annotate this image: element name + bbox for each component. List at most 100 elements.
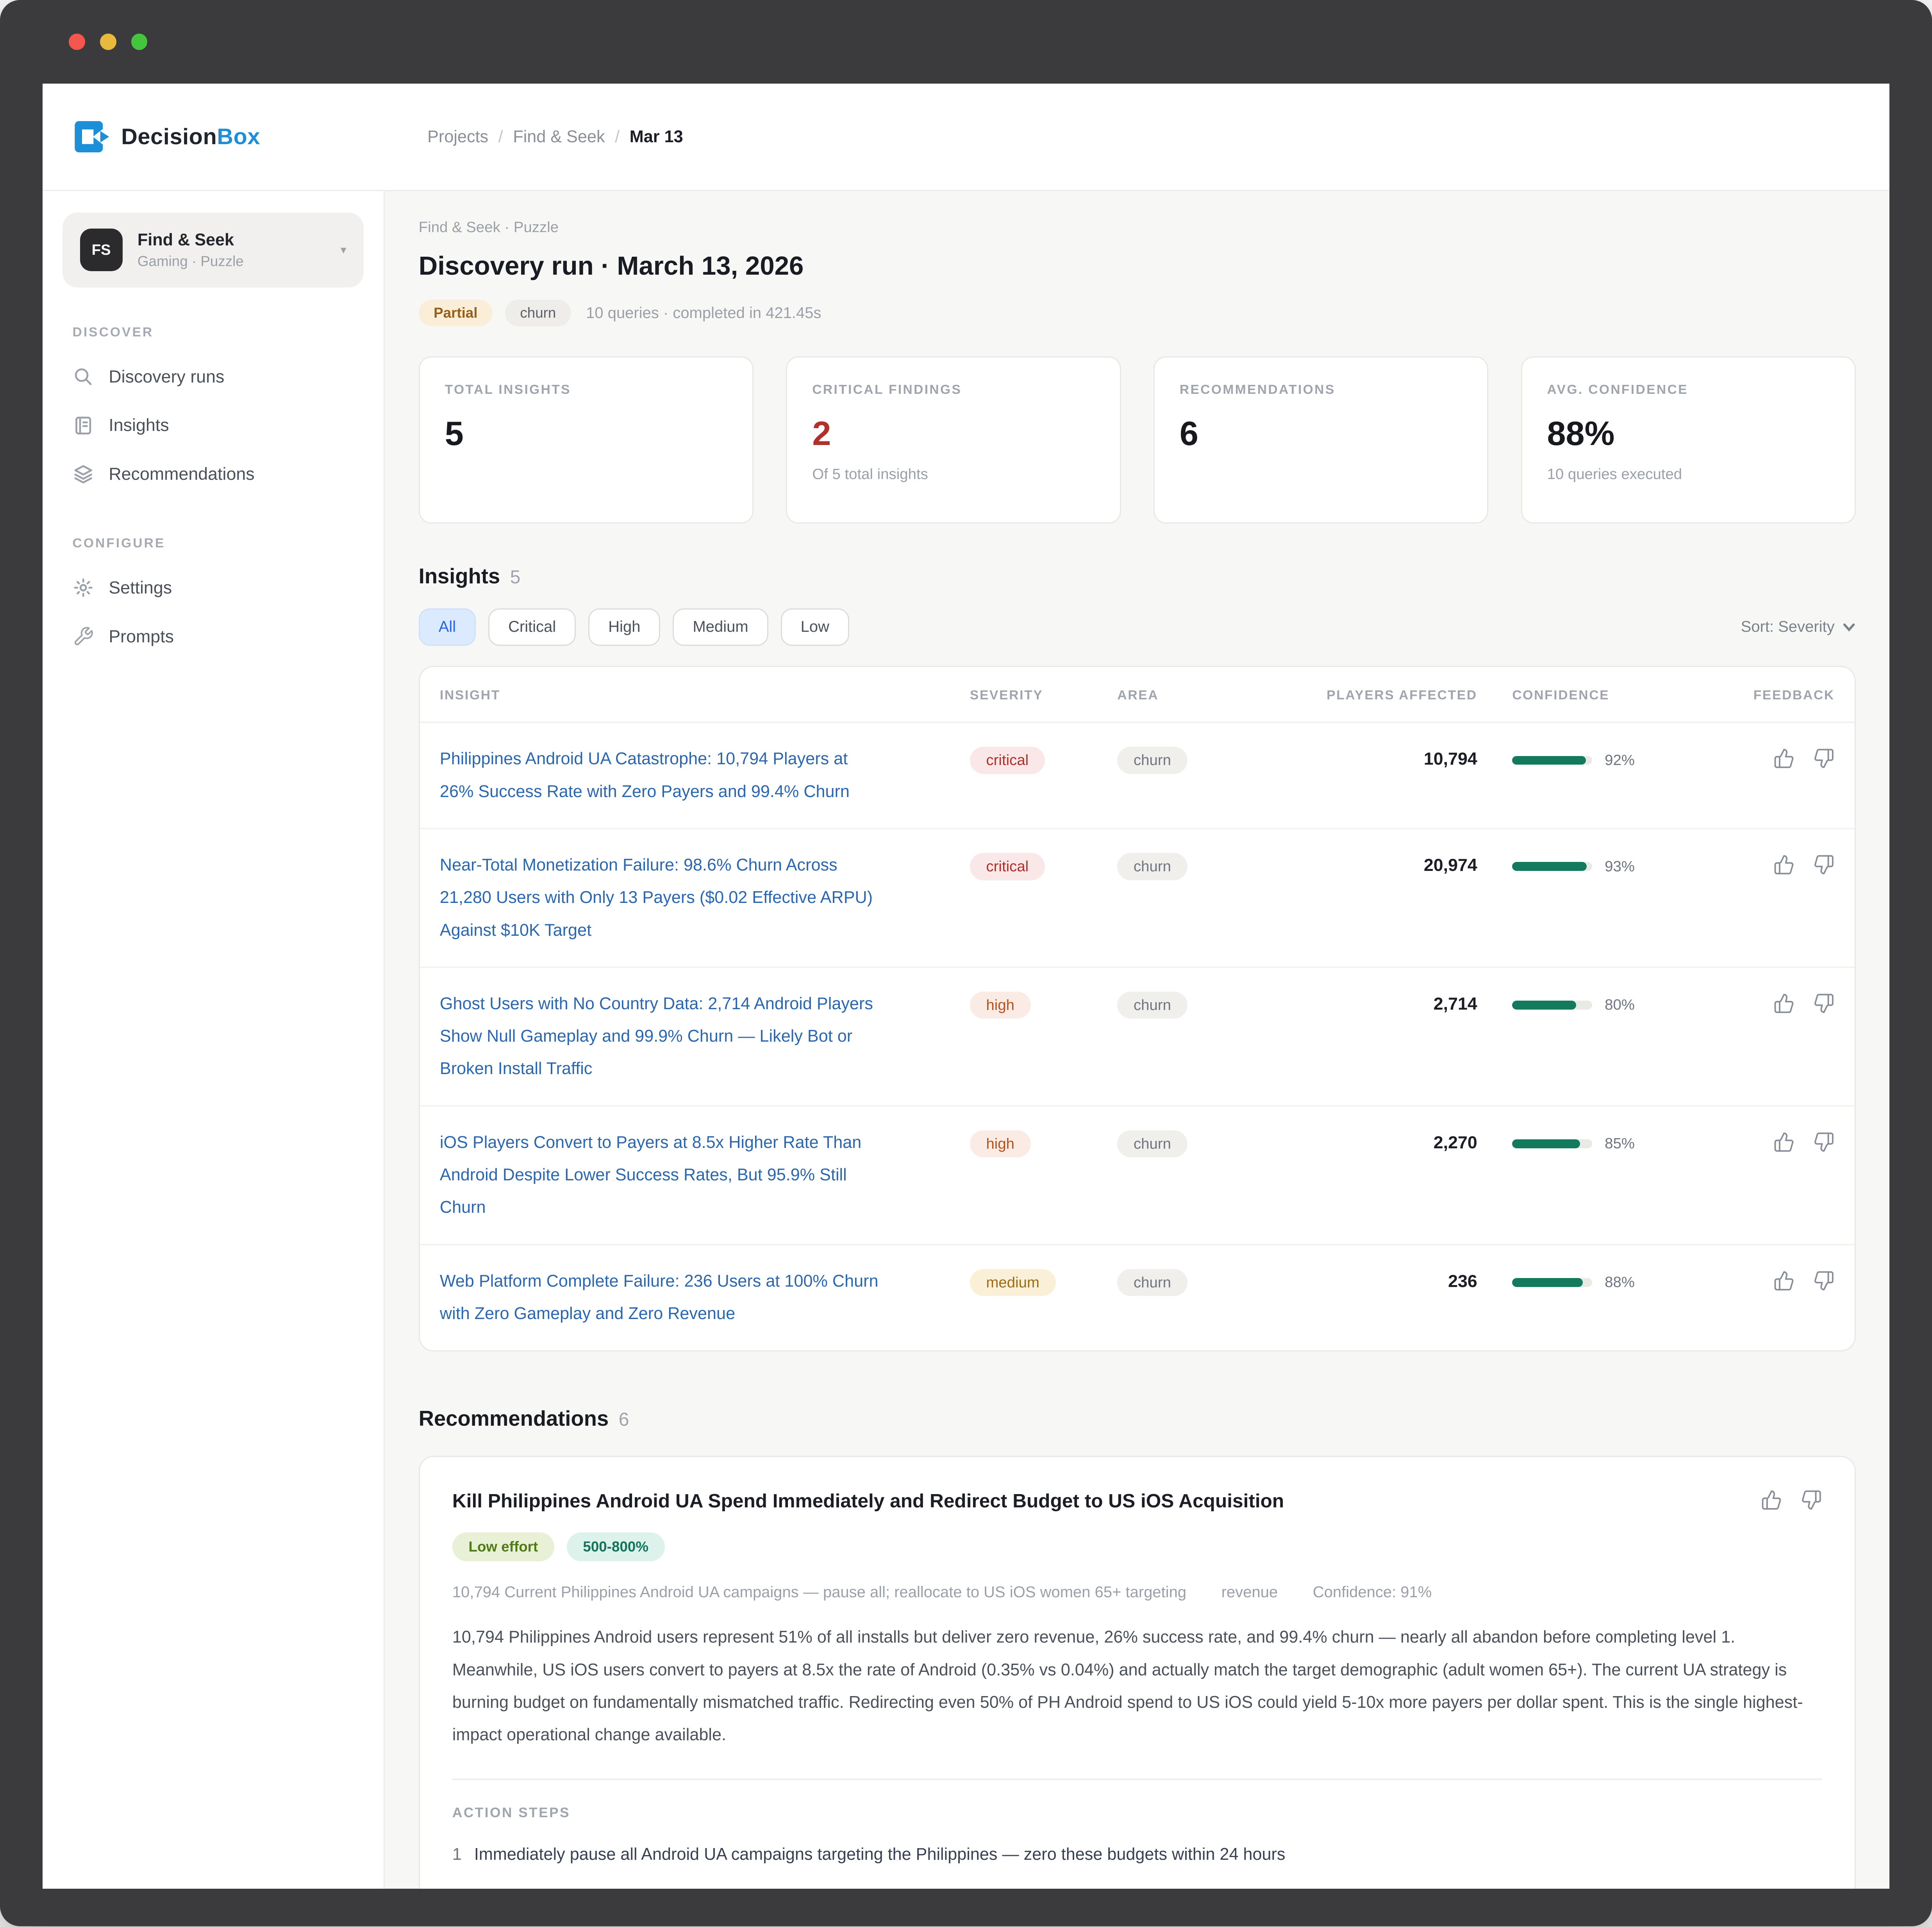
sidebar-item-label: Discovery runs: [109, 366, 225, 386]
insights-count: 5: [510, 567, 521, 588]
thumbs-up-icon[interactable]: [1773, 993, 1795, 1014]
wrench-icon: [74, 627, 93, 645]
project-name: Find & Seek: [137, 230, 234, 249]
sidebar-section-discover: DISCOVER Discovery runs Insights: [62, 325, 364, 499]
thumbs-down-icon[interactable]: [1813, 748, 1834, 769]
column-header-feedback: FEEDBACK: [1753, 688, 1835, 703]
breadcrumb-separator: /: [498, 127, 503, 146]
recommendation-card: Kill Philippines Android UA Spend Immedi…: [418, 1456, 1856, 1889]
feedback-cell: [1715, 1126, 1835, 1153]
zoom-window-button[interactable]: [131, 34, 148, 50]
stat-cards: TOTAL INSIGHTS 5 CRITICAL FINDINGS 2 Of …: [418, 356, 1856, 524]
app-name: DecisionBox: [121, 124, 261, 150]
breadcrumb-projects[interactable]: Projects: [427, 127, 489, 146]
recommendation-body: 10,794 Philippines Android users represe…: [452, 1628, 1803, 1744]
run-badges: Partial churn 10 queries · completed in …: [418, 300, 1856, 326]
sidebar-item-insights[interactable]: Insights: [62, 401, 364, 450]
sidebar-item-label: Recommendations: [109, 464, 255, 484]
severity-filters: All Critical High Medium Low: [418, 608, 849, 646]
sidebar-item-recommendations[interactable]: Recommendations: [62, 450, 364, 499]
layers-icon: [74, 465, 92, 484]
insight-link[interactable]: Web Platform Complete Failure: 236 Users…: [439, 1271, 879, 1323]
thumbs-up-icon[interactable]: [1773, 748, 1795, 769]
insights-heading: Insights: [418, 564, 500, 588]
column-header-players-affected: PLAYERS AFFECTED: [1327, 688, 1477, 703]
severity-badge: medium: [970, 1269, 1056, 1296]
sidebar-item-label: Prompts: [109, 626, 174, 646]
filter-low[interactable]: Low: [780, 608, 849, 646]
insight-link[interactable]: Ghost Users with No Country Data: 2,714 …: [439, 994, 873, 1078]
breadcrumb-separator: /: [615, 127, 620, 146]
thumbs-down-icon[interactable]: [1813, 993, 1834, 1014]
thumbs-down-icon[interactable]: [1813, 1132, 1834, 1153]
thumbs-up-icon[interactable]: [1773, 1270, 1795, 1291]
confidence-bar: [1512, 1139, 1593, 1148]
breadcrumb-project-name[interactable]: Find & Seek: [513, 127, 605, 146]
recommendation-title: Kill Philippines Android UA Spend Immedi…: [452, 1490, 1284, 1512]
status-badge: Partial: [418, 300, 493, 326]
confidence-label: 80%: [1605, 996, 1635, 1014]
players-affected-value: 2,270: [1433, 1132, 1477, 1152]
recommendations-count: 6: [618, 1409, 629, 1430]
action-steps-label: ACTION STEPS: [452, 1805, 571, 1820]
stat-value: 5: [445, 415, 464, 453]
minimize-window-button[interactable]: [100, 34, 116, 50]
window-titlebar[interactable]: [0, 0, 1932, 84]
column-header-severity: SEVERITY: [970, 688, 1043, 703]
area-badge: churn: [1117, 1130, 1187, 1158]
thumbs-up-icon[interactable]: [1761, 1489, 1782, 1510]
players-affected-value: 10,794: [1423, 749, 1477, 769]
action-step-text: Immediately pause all Android UA campaig…: [474, 1845, 1286, 1864]
recommendation-badges: Low effort 500-800%: [452, 1532, 1822, 1561]
sidebar-item-discovery-runs[interactable]: Discovery runs: [62, 352, 364, 401]
sidebar-item-prompts[interactable]: Prompts: [62, 612, 364, 661]
severity-badge: critical: [970, 853, 1045, 880]
app-logo[interactable]: DecisionBox: [73, 118, 261, 156]
recommendation-meta: 10,794 Current Philippines Android UA ca…: [452, 1584, 1822, 1601]
insight-link[interactable]: Philippines Android UA Catastrophe: 10,7…: [439, 749, 850, 801]
project-meta: Find & Seek Gaming · Puzzle: [137, 231, 326, 270]
confidence-label: 93%: [1605, 858, 1635, 875]
confidence-cell: 85%: [1477, 1126, 1715, 1152]
project-selector[interactable]: FS Find & Seek Gaming · Puzzle ▾: [62, 212, 364, 288]
sidebar-item-settings[interactable]: Settings: [62, 563, 364, 612]
thumbs-up-icon[interactable]: [1773, 854, 1795, 875]
insights-table-header: INSIGHT SEVERITY AREA PLAYERS AFFECTED C…: [420, 667, 1855, 723]
sidebar-section-label: DISCOVER: [72, 325, 154, 340]
filter-medium[interactable]: Medium: [673, 608, 768, 646]
stat-label: TOTAL INSIGHTS: [445, 382, 571, 397]
breadcrumb-bar: Projects / Find & Seek / Mar 13: [385, 84, 1889, 190]
insight-link[interactable]: iOS Players Convert to Payers at 8.5x Hi…: [439, 1133, 862, 1217]
thumbs-up-icon[interactable]: [1773, 1132, 1795, 1153]
thumbs-down-icon[interactable]: [1813, 854, 1834, 875]
insight-link[interactable]: Near-Total Monetization Failure: 98.6% C…: [439, 856, 873, 940]
confidence-cell: 93%: [1477, 849, 1715, 875]
close-window-button[interactable]: [68, 34, 85, 50]
recommendation-meta-area: revenue: [1221, 1584, 1278, 1601]
stat-value: 88%: [1547, 415, 1615, 453]
area-badge: churn: [1117, 991, 1187, 1019]
filter-high[interactable]: High: [588, 608, 661, 646]
thumbs-down-icon[interactable]: [1801, 1489, 1822, 1510]
filter-critical[interactable]: Critical: [488, 608, 576, 646]
logo-area: DecisionBox: [43, 84, 385, 190]
sort-dropdown[interactable]: Sort: Severity: [1741, 618, 1856, 636]
stat-value: 6: [1179, 415, 1198, 453]
insight-row: Ghost Users with No Country Data: 2,714 …: [420, 968, 1855, 1107]
stat-card-total-insights: TOTAL INSIGHTS 5: [418, 356, 754, 524]
confidence-label: 92%: [1605, 751, 1635, 769]
players-affected-value: 236: [1448, 1271, 1477, 1291]
recommendation-meta-primary: 10,794 Current Philippines Android UA ca…: [452, 1584, 1187, 1601]
run-eyebrow: Find & Seek · Puzzle: [418, 218, 559, 236]
run-meta: 10 queries · completed in 421.45s: [586, 304, 821, 322]
main-content: Find & Seek · Puzzle Discovery run · Mar…: [385, 191, 1890, 1889]
thumbs-down-icon[interactable]: [1813, 1270, 1834, 1291]
stat-label: CRITICAL FINDINGS: [812, 382, 962, 397]
confidence-label: 88%: [1605, 1274, 1635, 1291]
confidence-label: 85%: [1605, 1135, 1635, 1152]
severity-badge: high: [970, 991, 1031, 1019]
confidence-bar: [1512, 1278, 1593, 1287]
stat-subtext: Of 5 total insights: [812, 466, 928, 483]
recommendations-section-header: Recommendations 6: [419, 1406, 1856, 1431]
filter-all[interactable]: All: [418, 608, 476, 646]
